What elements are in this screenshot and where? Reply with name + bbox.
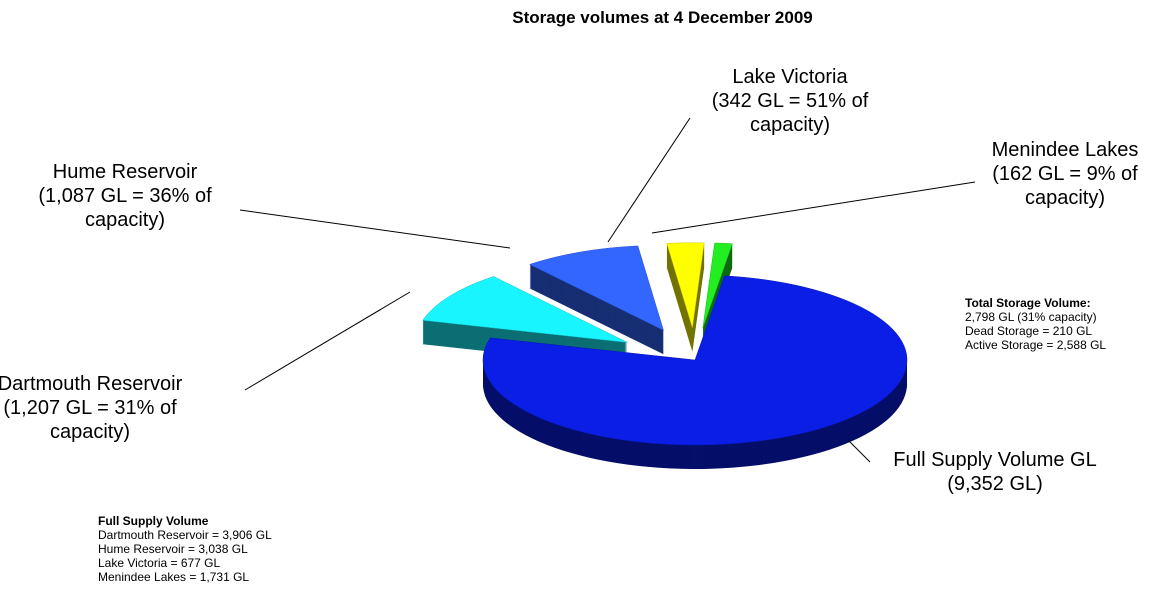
note-line: Dead Storage = 210 GL xyxy=(965,324,1093,338)
slice-side xyxy=(702,246,733,332)
slice-side xyxy=(702,247,733,333)
label-name: Dartmouth Reservoir xyxy=(0,373,183,395)
label-value: (1,207 GL = 31% of capacity) xyxy=(3,397,177,443)
label-value: (342 GL = 51% of capacity) xyxy=(711,90,869,136)
slice xyxy=(666,242,705,328)
data-label: Hume Reservoir (1,087 GL = 36% of capacit… xyxy=(10,160,240,232)
slice-side xyxy=(702,249,733,335)
label-name: Lake Victoria xyxy=(732,66,848,88)
note-title: Total Storage Volume: xyxy=(965,296,1091,310)
note: Total Storage Volume: 2,798 GL (31% capac… xyxy=(965,296,1106,352)
label-value: (162 GL = 9% of capacity) xyxy=(992,163,1138,209)
note-line: Lake Victoria = 677 GL xyxy=(98,556,221,570)
leader-line xyxy=(847,439,871,463)
note-title: Full Supply Volume xyxy=(98,514,209,528)
label-name: Hume Reservoir xyxy=(52,161,198,183)
note: Full Supply Volume Dartmouth Reservoir = … xyxy=(98,514,272,584)
data-label: Menindee Lakes (162 GL = 9% of capacity) xyxy=(970,138,1160,210)
note-line: Hume Reservoir = 3,038 GL xyxy=(98,542,248,556)
note-line: 2,798 GL (31% capacity) xyxy=(965,310,1097,324)
slice-side xyxy=(702,248,733,334)
data-label: Dartmouth Reservoir (1,207 GL = 31% of ca… xyxy=(0,372,205,444)
data-label: Lake Victoria (342 GL = 51% of capacity) xyxy=(690,65,890,137)
note-line: Menindee Lakes = 1,731 GL xyxy=(98,570,250,584)
slice-side xyxy=(702,244,733,330)
slice xyxy=(702,242,733,328)
slice-side xyxy=(702,250,733,336)
slice xyxy=(422,276,628,343)
leader-line xyxy=(239,209,511,249)
label-name: Menindee Lakes xyxy=(991,139,1139,161)
data-label: Full Supply Volume GL (9,352 GL) xyxy=(870,448,1120,496)
slice xyxy=(482,275,908,446)
note-line: Dartmouth Reservoir = 3,906 GL xyxy=(98,528,272,542)
label-value: (9,352 GL) xyxy=(947,473,1043,495)
slice-side xyxy=(702,245,733,331)
slice-side xyxy=(702,251,733,337)
slice xyxy=(528,245,664,331)
label-value: (1,087 GL = 36% of capacity) xyxy=(38,185,212,231)
note-line: Active Storage = 2,588 GL xyxy=(965,338,1107,352)
leader-line xyxy=(607,117,691,243)
label-name: Full Supply Volume GL xyxy=(893,449,1097,471)
leader-line xyxy=(651,181,976,234)
chart-title: Storage volumes at 4 December 2009 xyxy=(512,8,813,27)
leader-line xyxy=(244,291,411,391)
